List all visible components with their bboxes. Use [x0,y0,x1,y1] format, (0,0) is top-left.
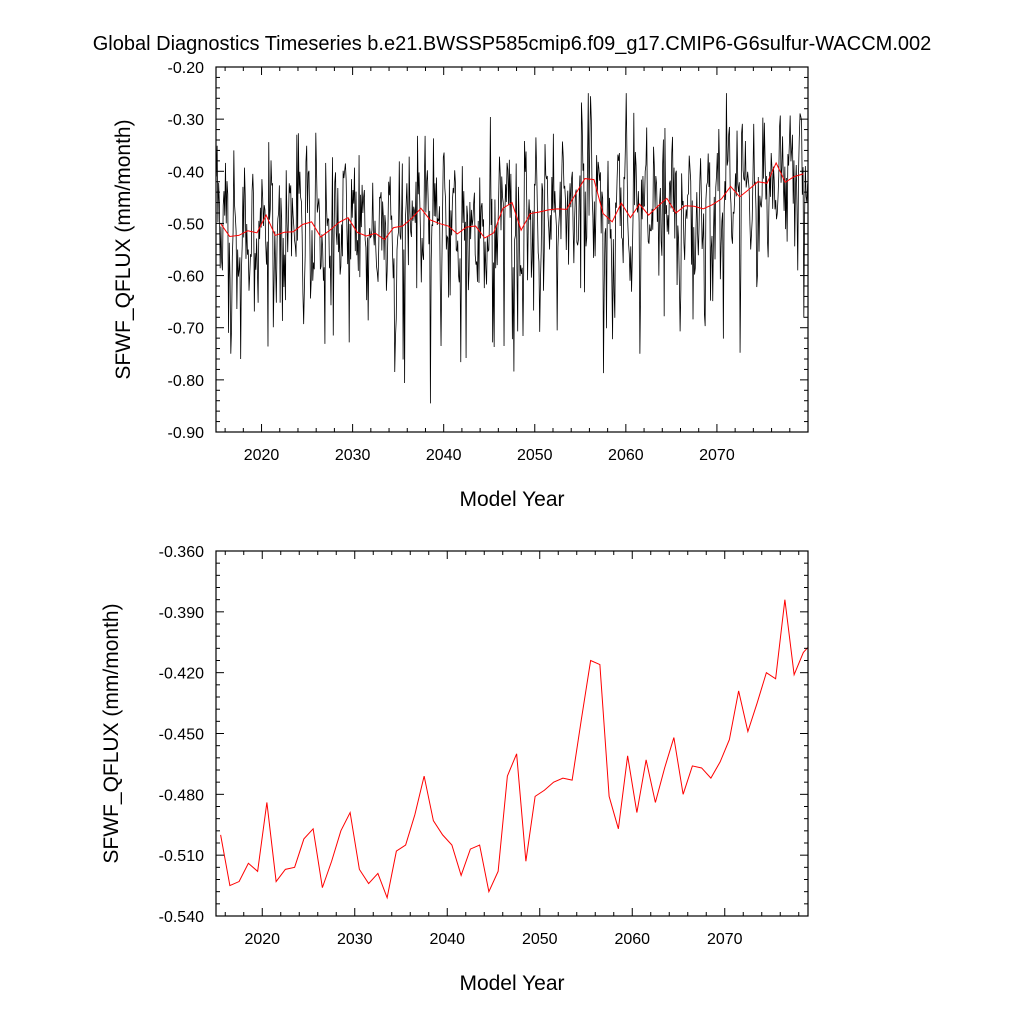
y-tick-label: -0.20 [168,60,205,77]
x-tick-label: 2060 [608,447,644,464]
y-tick-label: -0.510 [159,848,204,865]
y-tick-label: -0.50 [168,216,205,233]
x-axis-label: Model Year [459,488,564,511]
x-tick-label: 2070 [707,931,743,948]
plot-frame [215,66,809,433]
y-tick-label: -0.30 [168,112,205,129]
x-tick-label: 2040 [429,931,465,948]
y-tick-label: -0.360 [159,544,204,561]
y-tick-label: -0.90 [168,425,205,442]
y-tick-label: -0.40 [168,164,205,181]
y-tick-label: -0.60 [168,269,205,286]
bottom-panel: 2020 2030 2040 2050 2060 2070 -0.540 -0.510 -0.4… [100,544,809,995]
x-tick-label: 2070 [699,447,735,464]
x-tick-label: 2020 [244,447,280,464]
x-tick-label: 2050 [517,447,553,464]
x-tick-label: 2020 [244,931,280,948]
top-panel: 2020 2030 2040 2050 2060 2070 -0.90 -0.80 -0.70 -… [112,60,809,511]
y-tick-label: -0.480 [159,787,204,804]
y-tick-label: -0.70 [168,321,205,338]
chart-title: Global Diagnostics Timeseries b.e21.BWSS… [93,33,932,55]
y-tick-label: -0.420 [159,666,204,683]
annual-line [220,599,808,900]
y-tick-label: -0.540 [159,909,204,926]
y-axis-label: SFWF_QFLUX (mm/month) [112,119,135,379]
y-tick-label: -0.80 [168,373,205,390]
y-tick-label: -0.390 [159,605,204,622]
x-tick-label: 2060 [614,931,650,948]
y-axis-label: SFWF_QFLUX (mm/month) [100,603,123,863]
x-axis-label: Model Year [459,972,564,995]
y-tick-label: -0.450 [159,727,204,744]
monthly-line [216,93,808,404]
x-tick-label: 2050 [522,931,558,948]
x-tick-label: 2030 [335,447,371,464]
annual-line [220,161,804,241]
plot-frame [215,550,809,917]
x-tick-label: 2030 [337,931,373,948]
x-tick-label: 2040 [426,447,462,464]
